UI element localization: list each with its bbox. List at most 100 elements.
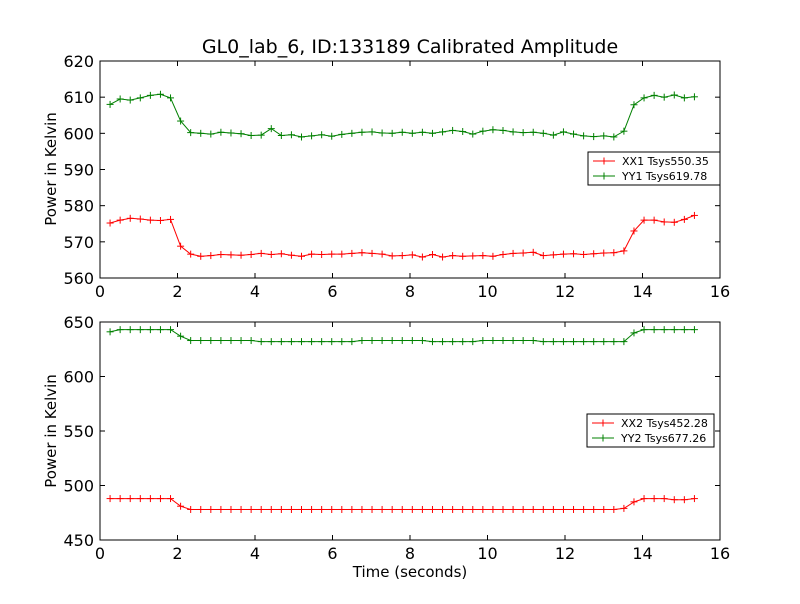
data-point-xx2 xyxy=(408,505,416,513)
data-point-yy1 xyxy=(509,128,517,136)
data-point-yy2 xyxy=(257,338,265,346)
data-point-yy1 xyxy=(287,131,295,139)
data-point-yy1 xyxy=(106,100,114,108)
data-point-xx1 xyxy=(559,250,567,258)
data-point-xx1 xyxy=(328,250,336,258)
data-point-xx1 xyxy=(408,251,416,259)
data-point-xx2 xyxy=(106,495,114,503)
data-point-xx1 xyxy=(126,214,134,222)
data-point-xx1 xyxy=(449,252,457,260)
chart-title: GL0_lab_6, ID:133189 Calibrated Amplitud… xyxy=(202,36,618,58)
data-point-xx1 xyxy=(499,250,507,258)
data-point-yy1 xyxy=(650,91,658,99)
data-point-xx1 xyxy=(620,247,628,255)
data-point-xx2 xyxy=(620,504,628,512)
data-point-yy2 xyxy=(590,338,598,346)
top-x-tick-label: 10 xyxy=(477,282,497,301)
data-point-yy1 xyxy=(469,130,477,138)
top-x-tick-label: 4 xyxy=(250,282,260,301)
legend-item-xx2: XX2 Tsys452.28 xyxy=(592,417,708,430)
data-point-xx2 xyxy=(640,495,648,503)
data-point-xx1 xyxy=(146,216,154,224)
data-point-yy2 xyxy=(247,337,255,345)
data-point-yy2 xyxy=(549,338,557,346)
data-point-xx2 xyxy=(499,505,507,513)
data-point-xx1 xyxy=(267,250,275,258)
data-point-yy2 xyxy=(489,337,497,345)
data-point-xx1 xyxy=(247,250,255,258)
data-point-xx2 xyxy=(267,505,275,513)
data-point-xx1 xyxy=(600,249,608,257)
data-point-xx1 xyxy=(519,249,527,257)
bottom-x-tick-label: 0 xyxy=(95,544,105,563)
data-point-yy2 xyxy=(197,337,205,345)
data-point-yy1 xyxy=(489,126,497,134)
data-point-xx1 xyxy=(489,252,497,260)
data-point-yy1 xyxy=(167,94,175,102)
data-point-xx1 xyxy=(298,252,305,260)
legend-item-xx1: XX1 Tsys550.35 xyxy=(593,155,709,168)
data-point-xx2 xyxy=(237,505,245,513)
data-point-xx2 xyxy=(459,505,467,513)
data-point-yy1 xyxy=(368,128,376,136)
data-point-yy1 xyxy=(247,132,255,140)
bottom-x-tick-label: 2 xyxy=(172,544,182,563)
data-point-yy2 xyxy=(519,337,527,345)
data-point-xx2 xyxy=(348,505,356,513)
data-point-xx1 xyxy=(368,249,376,257)
data-point-yy2 xyxy=(277,338,285,346)
data-point-xx2 xyxy=(509,505,517,513)
data-point-yy2 xyxy=(479,337,487,345)
data-point-yy2 xyxy=(449,338,457,346)
data-point-yy1 xyxy=(277,132,285,140)
data-point-xx2 xyxy=(549,505,557,513)
data-point-xx2 xyxy=(559,505,567,513)
data-point-yy1 xyxy=(237,130,245,138)
data-point-yy2 xyxy=(368,337,376,345)
data-point-xx2 xyxy=(539,505,547,513)
data-point-yy1 xyxy=(408,129,416,137)
data-point-yy2 xyxy=(600,338,608,346)
data-point-xx1 xyxy=(580,250,588,258)
data-point-yy1 xyxy=(378,129,386,137)
data-point-xx2 xyxy=(308,505,316,513)
data-point-xx1 xyxy=(217,250,225,258)
data-point-xx1 xyxy=(227,251,235,259)
data-point-yy2 xyxy=(146,326,154,334)
data-point-xx2 xyxy=(257,505,265,513)
data-point-yy1 xyxy=(449,126,457,134)
data-point-xx1 xyxy=(650,216,658,224)
legend-label-xx2: XX2 Tsys452.28 xyxy=(621,417,708,430)
top-plot-panel: Power in Kelvin 0 2 4 6 8 10 12 14 16 560 570 580 59… xyxy=(42,52,730,301)
data-point-xx2 xyxy=(439,505,447,513)
data-point-xx2 xyxy=(287,505,295,513)
data-point-xx1 xyxy=(167,215,175,223)
data-point-xx2 xyxy=(529,505,537,513)
bottom-legend: XX2 Tsys452.28 YY2 Tsys677.26 xyxy=(586,413,715,448)
bottom-x-tick-label: 6 xyxy=(327,544,337,563)
data-point-yy2 xyxy=(217,337,225,345)
data-point-xx2 xyxy=(519,505,527,513)
data-point-yy1 xyxy=(539,129,547,137)
top-y-axis-label: Power in Kelvin xyxy=(42,112,60,226)
data-point-xx2 xyxy=(378,505,386,513)
data-point-xx1 xyxy=(459,252,467,260)
data-point-yy2 xyxy=(167,326,175,334)
data-point-yy1 xyxy=(590,133,598,141)
data-point-xx1 xyxy=(549,251,557,259)
data-point-yy1 xyxy=(328,132,336,140)
data-point-yy2 xyxy=(499,337,507,345)
data-point-yy2 xyxy=(388,337,396,345)
data-point-yy2 xyxy=(640,326,648,334)
data-point-yy2 xyxy=(116,326,124,334)
top-legend-box xyxy=(587,151,721,186)
data-point-yy2 xyxy=(398,337,406,345)
data-point-yy1 xyxy=(298,133,305,141)
bottom-x-tick-label: 10 xyxy=(477,544,497,563)
data-point-yy1 xyxy=(600,132,608,140)
data-point-yy2 xyxy=(338,338,346,346)
data-point-yy1 xyxy=(439,128,447,136)
data-point-yy2 xyxy=(539,338,547,346)
data-point-xx1 xyxy=(690,211,698,219)
data-point-xx1 xyxy=(348,249,356,257)
